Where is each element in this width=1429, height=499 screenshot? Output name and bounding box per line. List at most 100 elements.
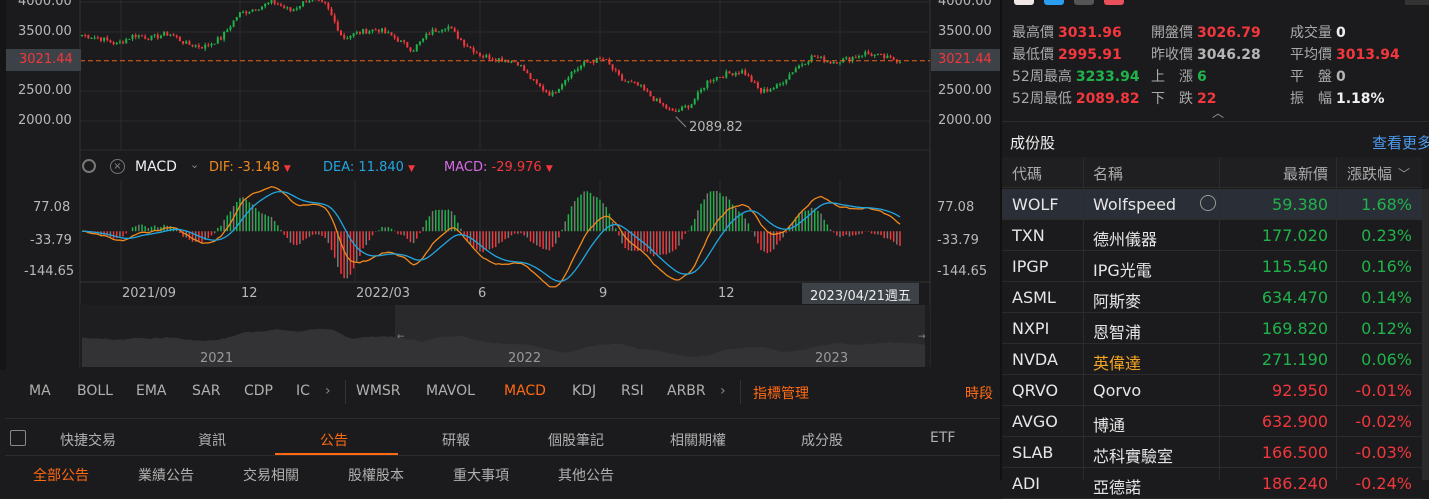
subtab-3[interactable]: 股權股本	[348, 465, 404, 485]
indicator-macd[interactable]: MACD	[504, 383, 546, 399]
chevron-down-icon[interactable]: ⌄	[190, 158, 199, 171]
subtab-4[interactable]: 重大事項	[453, 465, 509, 485]
stock-change: -0.03%	[1355, 443, 1412, 462]
candle	[258, 9, 260, 10]
candle	[103, 38, 105, 41]
share-icon[interactable]	[1074, 0, 1094, 5]
twitter-icon[interactable]	[1044, 0, 1064, 5]
tab-4[interactable]: 個股筆記	[548, 430, 604, 450]
subtab-5[interactable]: 其他公告	[558, 465, 614, 485]
candle	[773, 88, 775, 89]
indicator-ema[interactable]: EMA	[136, 383, 167, 399]
cursor-date-label: 2023/04/21週五	[802, 283, 919, 304]
indicator-arbr[interactable]: ARBR	[667, 383, 706, 399]
candle	[577, 69, 579, 71]
candle	[706, 81, 708, 88]
view-more-link[interactable]: 查看更多	[1372, 132, 1429, 153]
header-name[interactable]: 名稱	[1093, 163, 1123, 184]
gear-icon[interactable]	[82, 159, 96, 173]
candle	[893, 57, 895, 60]
price-chart[interactable]: ←→	[0, 0, 1000, 370]
tab-2[interactable]: 公告	[320, 430, 348, 450]
candle	[782, 83, 784, 84]
candle	[612, 64, 614, 69]
indicator-boll[interactable]: BOLL	[77, 383, 113, 399]
candle	[511, 61, 513, 62]
macd-tick: -33.79	[30, 233, 72, 248]
sort-chevron-icon[interactable]: ﹀	[1398, 165, 1410, 182]
tab-1[interactable]: 資訊	[198, 430, 226, 450]
stock-code: ADI	[1012, 474, 1040, 493]
indicator-mavol[interactable]: MAVOL	[426, 383, 475, 399]
header-code[interactable]: 代碼	[1012, 163, 1042, 184]
indicator-rsi[interactable]: RSI	[621, 383, 644, 399]
indicator-wmsr[interactable]: WMSR	[356, 383, 401, 399]
candle	[602, 59, 604, 60]
scrollbar[interactable]	[1422, 189, 1429, 480]
candle	[463, 40, 465, 46]
indicator-kdj[interactable]: KDJ	[572, 383, 596, 399]
stock-name: 亞德諾	[1093, 474, 1141, 498]
subtab-2[interactable]: 交易相關	[243, 465, 299, 485]
tab-7[interactable]: ETF	[930, 430, 955, 446]
tab-6[interactable]: 成分股	[801, 430, 843, 450]
candle	[668, 108, 670, 109]
tab-0[interactable]: 快捷交易	[60, 430, 116, 450]
subtab-1[interactable]: 業績公告	[138, 465, 194, 485]
collapse-icon[interactable]	[10, 430, 26, 446]
candle	[479, 53, 481, 56]
close-icon[interactable]: ×	[110, 159, 125, 174]
menu-icon[interactable]	[1405, 0, 1429, 5]
stock-change: -0.01%	[1355, 381, 1412, 400]
candle	[792, 72, 794, 74]
candle	[599, 58, 601, 59]
candle	[580, 66, 582, 69]
candle	[138, 35, 140, 37]
header-price[interactable]: 最新價	[1283, 163, 1328, 184]
stock-change: 0.14%	[1361, 288, 1412, 307]
candle	[321, 0, 323, 1]
chevron-right-icon[interactable]: ›	[325, 383, 331, 399]
candle	[536, 80, 538, 84]
indicator-sar[interactable]: SAR	[192, 383, 220, 399]
subtab-0[interactable]: 全部公告	[33, 465, 89, 485]
indicator-manage-button[interactable]: 指標管理	[753, 383, 809, 403]
candle	[201, 47, 203, 48]
stock-change: -0.24%	[1355, 474, 1412, 493]
indicator-ma[interactable]: MA	[29, 383, 51, 399]
indicator-cdp[interactable]: CDP	[244, 383, 273, 399]
candle	[144, 36, 146, 38]
alert-icon[interactable]	[1104, 0, 1124, 5]
stock-code: NXPI	[1012, 319, 1049, 338]
stock-code: SLAB	[1012, 443, 1053, 462]
candle	[188, 41, 190, 45]
navigator-year: 2022	[508, 351, 541, 366]
watch-icon[interactable]	[1200, 195, 1216, 211]
candle	[678, 111, 680, 112]
candle	[425, 34, 427, 38]
collapse-up-icon[interactable]: ︿	[1212, 104, 1224, 121]
candle	[457, 32, 459, 39]
stock-code: ASML	[1012, 288, 1056, 307]
header-change[interactable]: 漲跌幅	[1347, 163, 1392, 184]
tab-5[interactable]: 相關期權	[670, 430, 726, 450]
tab-3[interactable]: 研報	[442, 430, 470, 450]
indicator-ic[interactable]: IC	[296, 383, 310, 399]
period-button[interactable]: 時段	[965, 383, 993, 403]
chevron-right-icon[interactable]: ›	[720, 383, 726, 399]
app-icon-1[interactable]	[1014, 0, 1034, 5]
candle	[293, 9, 295, 11]
candle	[394, 36, 396, 38]
candle	[482, 56, 484, 57]
candle	[526, 71, 528, 73]
